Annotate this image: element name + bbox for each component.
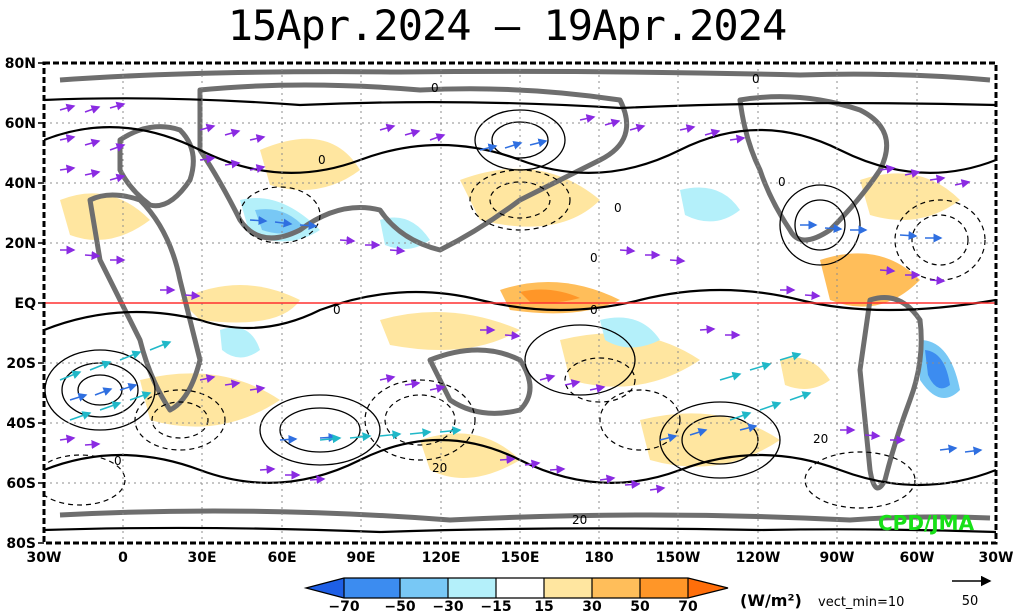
lat-label: 80N <box>5 56 36 72</box>
contour-label: 0 <box>114 454 122 468</box>
contour-label: 0 <box>318 153 326 167</box>
contour-label: 20 <box>813 432 828 446</box>
colorbar-swatch <box>306 578 344 598</box>
contour-lines <box>44 97 996 534</box>
colorbar: −70 −50 −30 −15 15 30 50 70 <box>303 577 729 612</box>
lat-label: 40N <box>5 176 36 192</box>
map-title: 15Apr.2024 – 19Apr.2024 <box>227 1 788 50</box>
vector-min-label: vect_min=10 <box>818 595 904 610</box>
colorbar-label: 50 <box>630 599 650 612</box>
lon-label: 150E <box>501 550 540 566</box>
colorbar-swatch <box>688 578 728 598</box>
contour-label: 0 <box>752 72 760 86</box>
contour-label: 0 <box>614 201 622 215</box>
colorbar-label: −50 <box>384 599 415 612</box>
colorbar-units: (W/m²) <box>740 591 802 610</box>
colorbar-label: −15 <box>480 599 511 612</box>
lon-label: 120W <box>736 550 781 566</box>
lon-label: 0 <box>118 550 128 566</box>
lat-label: 40S <box>6 416 36 432</box>
contour-label: 0 <box>590 251 598 265</box>
wind-vectors <box>59 101 983 494</box>
colorbar-swatch <box>400 578 448 598</box>
lon-label: 150W <box>656 550 701 566</box>
lat-label: 20S <box>6 356 36 372</box>
coastlines <box>59 68 991 523</box>
colorbar-swatch <box>344 578 400 598</box>
reference-vector-value: 50 <box>962 594 979 609</box>
colorbar-swatch <box>496 578 544 598</box>
lat-labels: 80N 60N 40N 20N EQ 20S 40S 60S 80S <box>5 56 36 552</box>
contour-label: 20 <box>432 461 447 475</box>
lon-label: 90E <box>346 550 375 566</box>
lon-label: 60W <box>900 550 935 566</box>
lon-label: 180 <box>584 550 613 566</box>
colorbar-label: −30 <box>432 599 463 612</box>
colorbar-label: 70 <box>678 599 698 612</box>
contour-labels: 0 0 0 0 0 0 0 0 0 20 20 20 <box>114 72 828 527</box>
credit-text: CPD/JMA <box>878 511 975 535</box>
contour-label: 0 <box>590 303 598 317</box>
colorbar-label: 15 <box>534 599 553 612</box>
lon-labels: 30W 0 30E 60E 90E 120E 150E 180 150W 120… <box>27 550 1014 566</box>
colorbar-swatch <box>544 578 592 598</box>
map-panel: 0 0 0 0 0 0 0 0 0 20 20 20 CPD/JMA <box>44 63 996 543</box>
lon-label: 30W <box>27 550 62 566</box>
colorbar-label: −70 <box>328 599 359 612</box>
contour-label: 0 <box>778 175 786 189</box>
colorbar-swatch <box>592 578 640 598</box>
lat-axis <box>38 62 44 544</box>
lat-label: 80S <box>6 536 36 552</box>
contour-label: 0 <box>333 303 341 317</box>
lon-label: 30W <box>979 550 1014 566</box>
lon-label: 120E <box>422 550 461 566</box>
lon-label: 60E <box>267 550 296 566</box>
lon-label: 30E <box>187 550 216 566</box>
contour-label: 20 <box>572 513 587 527</box>
lat-label: EQ <box>15 296 37 312</box>
lat-label: 20N <box>5 236 36 252</box>
lon-label: 90W <box>820 550 855 566</box>
colorbar-swatch <box>448 578 496 598</box>
lat-label: 60N <box>5 116 36 132</box>
lat-label: 60S <box>6 476 36 492</box>
contour-label: 0 <box>431 81 439 95</box>
colorbar-swatch <box>640 578 688 598</box>
colorbar-label: 30 <box>582 599 602 612</box>
